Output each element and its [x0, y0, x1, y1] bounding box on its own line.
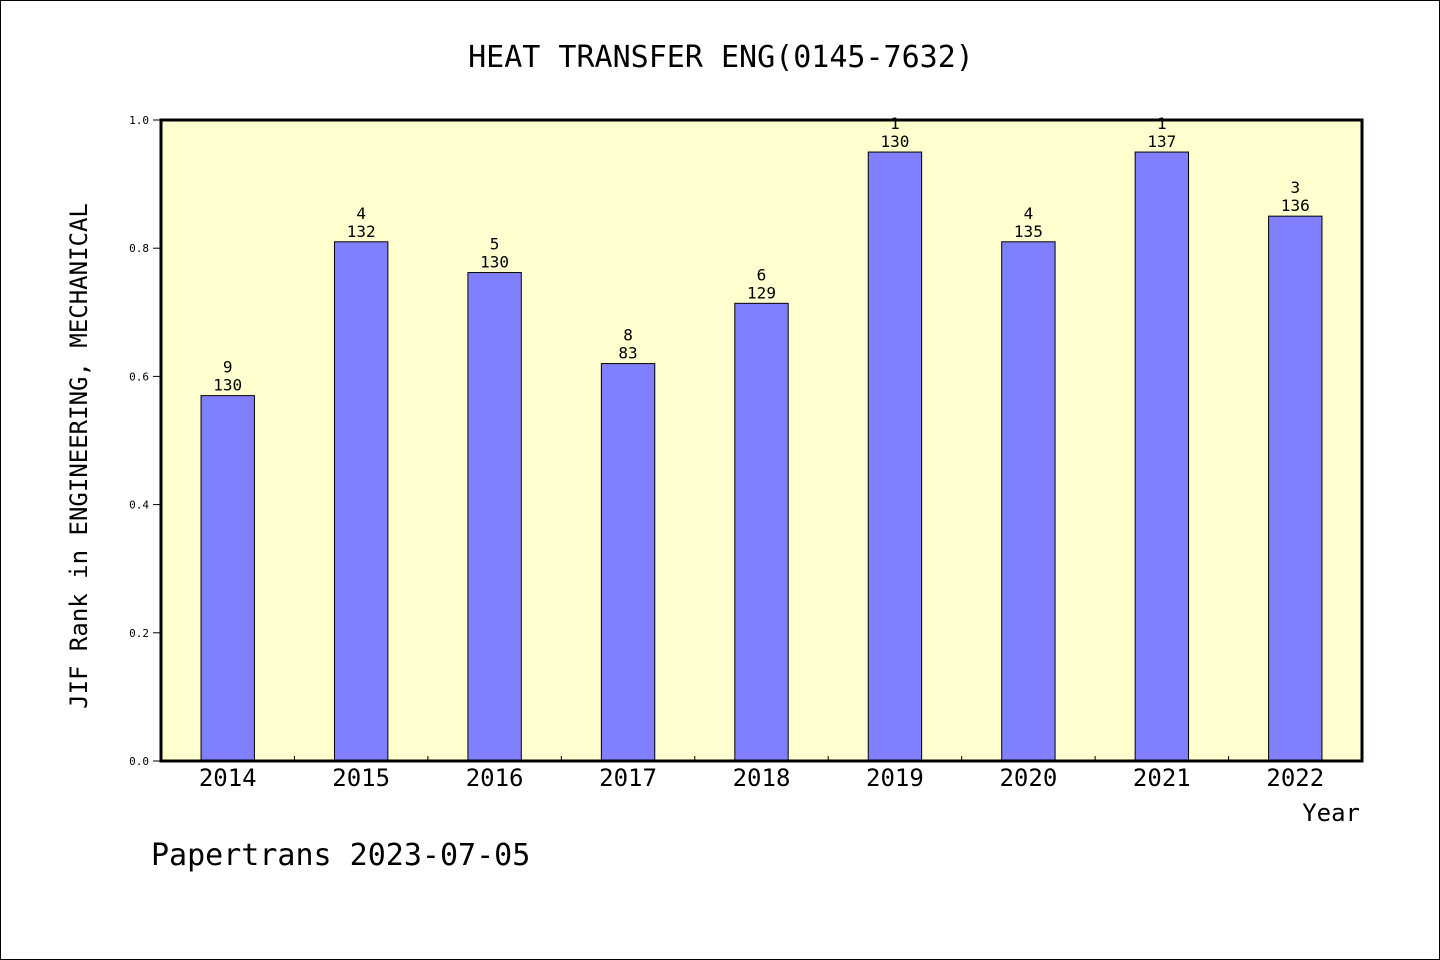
- bar-2016: [467, 272, 522, 762]
- bar-2018: [734, 302, 789, 762]
- bar-2015: [333, 241, 389, 762]
- y-tick-label: 0.4: [129, 499, 149, 512]
- y-tick-label: 0.2: [129, 627, 149, 640]
- x-tick-label-2022: 2022: [1266, 764, 1324, 792]
- bar-total-label-2017: 83: [618, 344, 637, 363]
- x-axis-label: Year: [1302, 799, 1360, 827]
- bar-total-label-2020: 135: [1014, 222, 1043, 241]
- bar-2019: [867, 151, 923, 762]
- bar-rank-label-2016: 5: [490, 235, 500, 254]
- bar-2021: [1134, 151, 1190, 762]
- x-axis: 2014 2015 2016 2017 2018 2019 2020 2021 2022: [199, 756, 1324, 792]
- x-tick-label-2019: 2019: [866, 764, 924, 792]
- bar-rank-label-2018: 6: [757, 265, 767, 284]
- y-tick-label: 0.0: [129, 755, 149, 768]
- bars-group: [200, 151, 1323, 762]
- bar-total-label-2019: 130: [880, 132, 909, 151]
- x-tick-label-2021: 2021: [1133, 764, 1191, 792]
- bar-rank-label-2014: 9: [223, 358, 233, 377]
- bar-2017: [600, 363, 656, 762]
- x-tick-label-2018: 2018: [733, 764, 791, 792]
- plot-border: [159, 118, 1364, 763]
- footer-source-date: Papertrans 2023-07-05: [151, 838, 530, 873]
- bar-rank-label-2015: 4: [356, 204, 366, 223]
- bar-rank-label-2019: 1: [890, 114, 900, 133]
- bar-2022: [1268, 215, 1323, 762]
- bar-rank-label-2017: 8: [623, 326, 633, 345]
- bar-total-label-2018: 129: [747, 283, 776, 302]
- bar-2020: [1001, 241, 1056, 762]
- x-tick-label-2015: 2015: [332, 764, 390, 792]
- bar-2014: [200, 395, 255, 762]
- y-axis: 0.0 0.2 0.4 0.6 0.8 1.0: [129, 114, 161, 768]
- bar-total-label-2022: 136: [1281, 196, 1310, 215]
- x-tick-label-2020: 2020: [999, 764, 1057, 792]
- y-tick-label: 1.0: [129, 114, 149, 127]
- bar-total-label-2021: 137: [1147, 132, 1176, 151]
- bar-rank-label-2020: 4: [1024, 204, 1034, 223]
- bar-total-label-2016: 130: [480, 253, 509, 272]
- bar-rank-label-2021: 1: [1157, 114, 1167, 133]
- x-tick-label-2014: 2014: [199, 764, 257, 792]
- chart-title: HEAT TRANSFER ENG(0145-7632): [468, 40, 974, 75]
- x-tick-label-2016: 2016: [466, 764, 524, 792]
- y-tick-label: 0.6: [129, 370, 149, 383]
- bar-total-label-2015: 132: [347, 222, 376, 241]
- y-tick-label: 0.8: [129, 242, 149, 255]
- x-tick-label-2017: 2017: [599, 764, 657, 792]
- y-axis-label: JIF Rank in ENGINEERING, MECHANICAL: [65, 203, 93, 709]
- bar-rank-label-2022: 3: [1290, 178, 1300, 197]
- bar-total-label-2014: 130: [213, 376, 242, 395]
